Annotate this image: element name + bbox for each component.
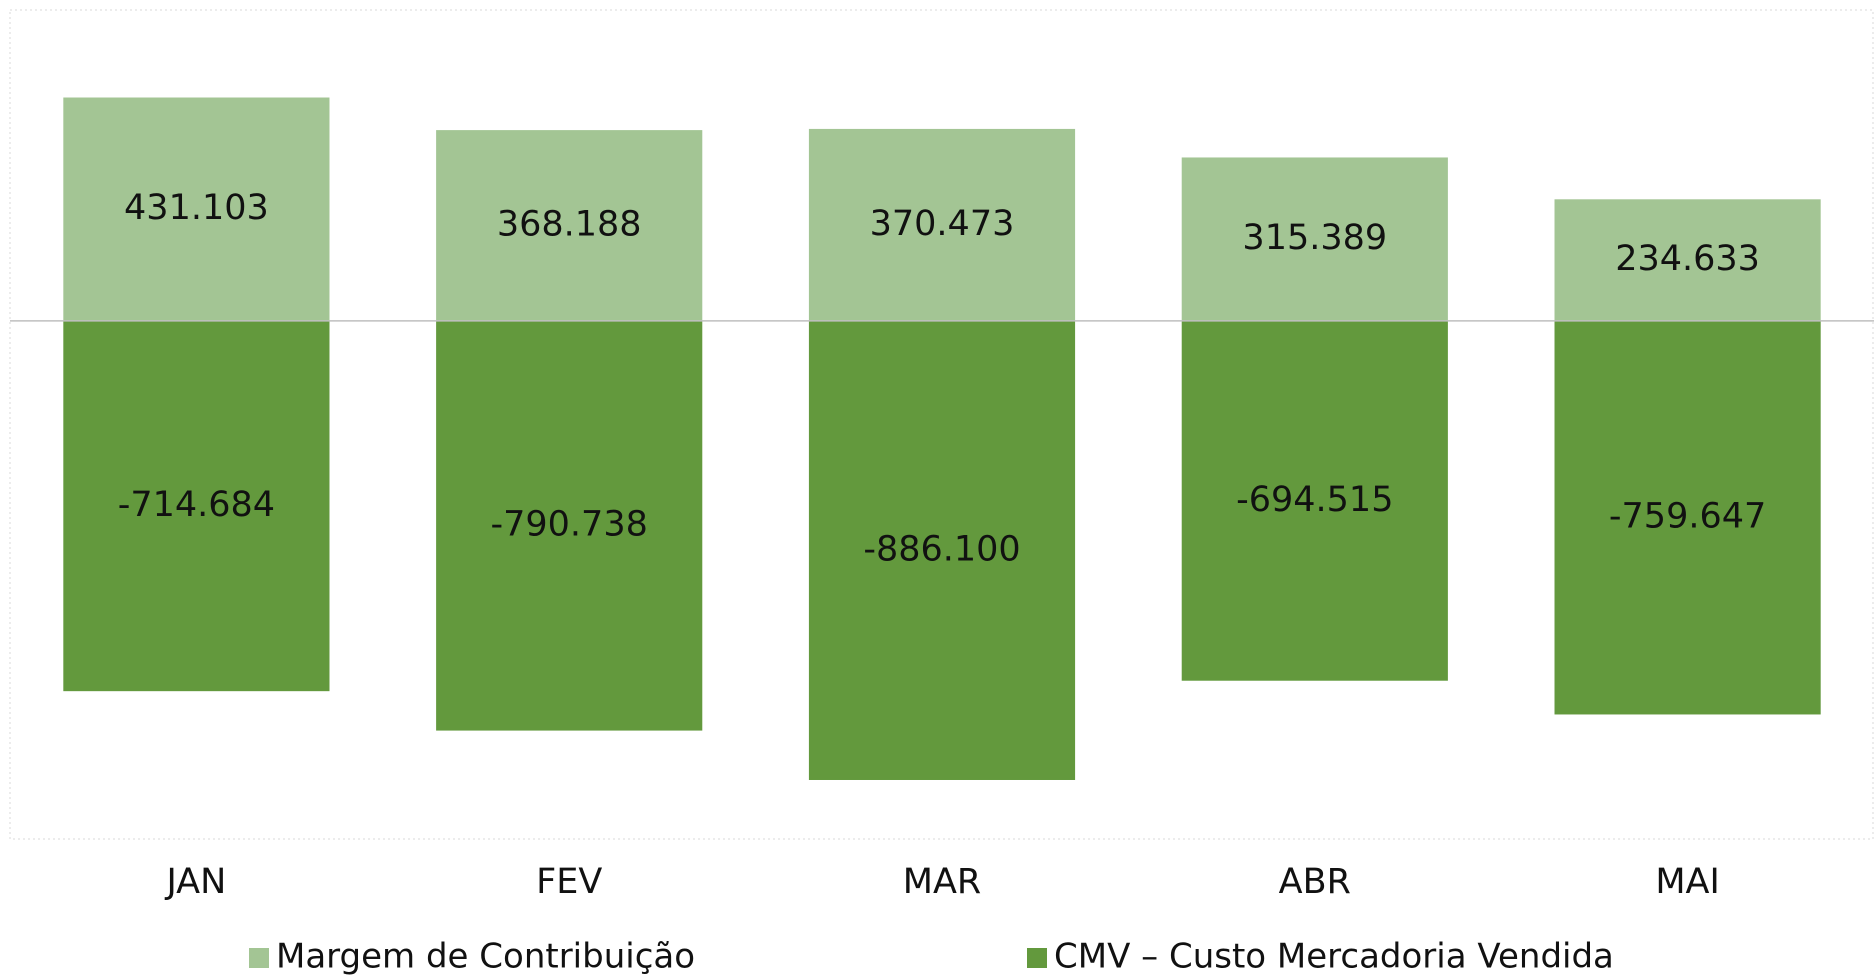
value-label: -759.647	[1609, 497, 1766, 537]
plot-border	[9, 9, 1874, 840]
value-label: -714.684	[118, 485, 275, 525]
bar	[808, 320, 1076, 780]
value-label: -694.515	[1236, 480, 1393, 520]
value-label: -790.738	[491, 505, 648, 545]
x-tick-label: ABR	[1279, 862, 1351, 902]
bar	[1181, 157, 1448, 321]
value-label: 315.389	[1242, 218, 1387, 258]
bar	[808, 128, 1076, 321]
value-label: -886.100	[863, 529, 1020, 569]
bar	[63, 320, 330, 692]
legend-swatch	[1027, 948, 1047, 968]
bar	[1554, 320, 1821, 715]
bar	[1554, 199, 1821, 321]
bar	[1181, 320, 1448, 681]
x-tick-label: MAR	[903, 862, 981, 902]
legend-swatch	[249, 948, 269, 968]
bar	[63, 97, 330, 321]
value-label: 368.188	[497, 204, 642, 244]
legend-label: Margem de Contribuição	[276, 937, 695, 977]
x-tick-label: FEV	[536, 862, 602, 902]
value-label: 234.633	[1615, 239, 1760, 279]
value-label: 431.103	[124, 188, 269, 228]
bar	[436, 130, 703, 321]
x-tick-label: MAI	[1655, 862, 1719, 902]
bar	[436, 320, 703, 731]
legend-label: CMV – Custo Mercadoria Vendida	[1054, 937, 1614, 977]
x-tick-label: JAN	[164, 862, 226, 902]
value-label: 370.473	[870, 204, 1015, 244]
